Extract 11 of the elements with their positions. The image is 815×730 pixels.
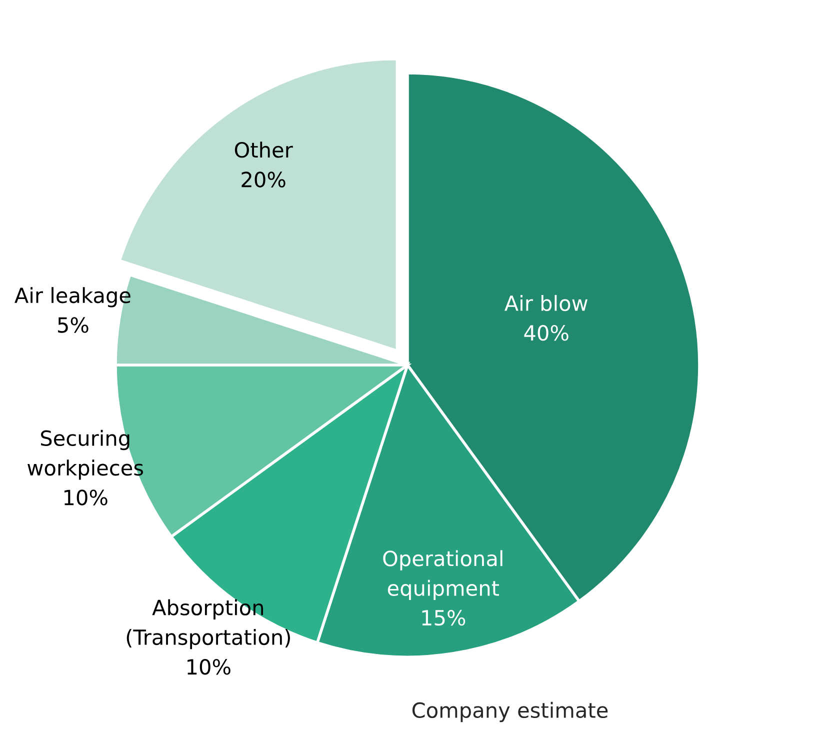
data-label: 40% bbox=[524, 325, 568, 341]
slice-label: Air leakage bbox=[14, 287, 130, 308]
data-label: 10% bbox=[188, 658, 230, 675]
slice-label: Other bbox=[234, 142, 293, 158]
text: Company estimate bbox=[412, 702, 608, 722]
data-label: 15% bbox=[422, 610, 466, 626]
slice-label: Operational equipment bbox=[383, 550, 502, 600]
data-label: 20% bbox=[242, 172, 286, 188]
data-label: 5% bbox=[58, 317, 88, 333]
slice-label: Air blow bbox=[504, 294, 588, 312]
data-label: 10% bbox=[64, 490, 108, 506]
